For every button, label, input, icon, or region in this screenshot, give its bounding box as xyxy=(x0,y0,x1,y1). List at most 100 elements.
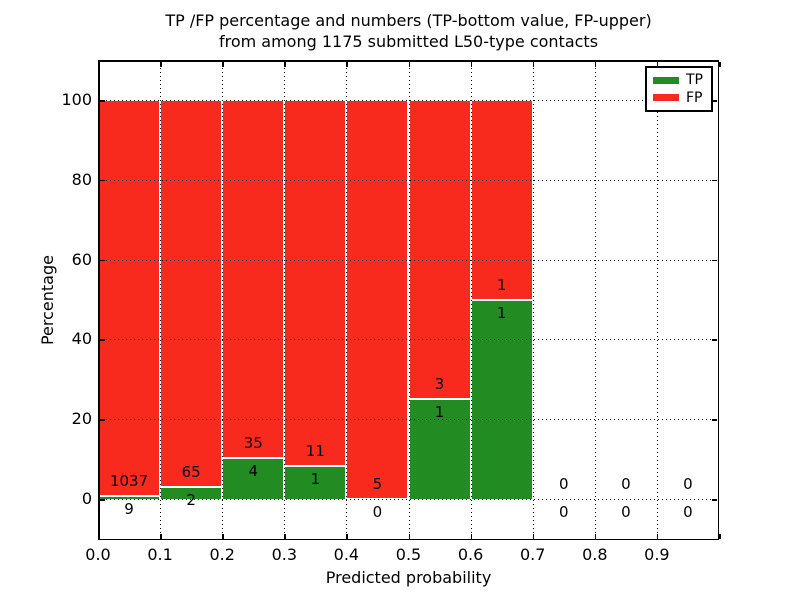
bar-segment-fp xyxy=(98,100,161,496)
y-tick-label: 0 xyxy=(81,489,92,508)
y-axis-label: Percentage xyxy=(38,255,57,346)
x-tick-label: 0.9 xyxy=(644,545,670,564)
right-spine xyxy=(717,60,719,540)
x-tick-label: 0.3 xyxy=(271,545,298,564)
x-tick-mark xyxy=(346,61,348,67)
fp-count-label: 5 xyxy=(372,475,383,493)
y-tick-label: 40 xyxy=(71,329,92,349)
x-tick-label: 0.5 xyxy=(395,545,422,564)
x-tick-label: 0.0 xyxy=(85,545,111,564)
x-tick-mark xyxy=(160,533,162,539)
tp-count-label: 1 xyxy=(434,403,445,422)
y-tick-mark xyxy=(99,419,105,421)
fp-count-label: 35 xyxy=(243,434,263,453)
horizontal-gridline xyxy=(98,499,719,500)
y-tick-mark xyxy=(711,339,717,341)
tp-count-label: 0 xyxy=(621,503,631,521)
x-tick-label: 0.2 xyxy=(209,545,235,564)
x-tick-mark xyxy=(408,533,410,539)
x-tick-label: 0.8 xyxy=(582,545,608,564)
tp-count-label: 4 xyxy=(248,462,259,481)
legend: TP FP xyxy=(645,66,713,112)
x-tick-mark xyxy=(160,61,162,67)
x-tick-mark xyxy=(594,533,597,539)
legend-entry-fp: FP xyxy=(653,91,705,105)
left-spine xyxy=(98,60,100,540)
vertical-gridline xyxy=(346,60,348,540)
x-tick-mark xyxy=(656,533,659,539)
tp-count-label: 1 xyxy=(310,469,321,488)
y-tick-mark xyxy=(99,499,105,501)
horizontal-gridline xyxy=(98,179,719,181)
bar-segment-tp xyxy=(408,399,471,499)
fp-legend-label: FP xyxy=(686,89,703,106)
plot-area: 1037 9 65 2 35 4 11 1 5 0 3 1 1 1 0 0 0 0 0 0 xyxy=(98,60,721,540)
x-tick-mark xyxy=(346,533,348,539)
bar-segment-tp xyxy=(222,458,285,499)
bar-segment-tp xyxy=(470,299,533,499)
y-tick-mark xyxy=(99,179,105,182)
tp-count-label: 0 xyxy=(558,503,569,521)
y-tick-label: 80 xyxy=(71,169,92,189)
x-tick-mark xyxy=(284,533,286,539)
bar-segment-fp xyxy=(160,100,223,488)
legend-entry-tp: TP xyxy=(653,73,705,87)
x-tick-label: 0.6 xyxy=(457,545,484,564)
y-tick-mark xyxy=(711,419,717,421)
x-tick-label: 0.1 xyxy=(147,545,173,564)
x-axis-label: Predicted probability xyxy=(325,568,492,587)
fp-count-label: 1 xyxy=(496,275,507,294)
tp-count-label: 9 xyxy=(124,499,134,518)
top-spine xyxy=(98,60,719,62)
bar-segment-fp xyxy=(222,100,285,459)
x-tick-label: 0.4 xyxy=(333,545,360,564)
x-tick-mark xyxy=(594,61,597,67)
horizontal-gridline xyxy=(98,419,719,421)
chart-subtitle: from among 1175 submitted L50-type conta… xyxy=(218,32,599,51)
x-tick-mark xyxy=(656,61,659,67)
y-tick-label: 60 xyxy=(71,249,92,269)
y-tick-mark xyxy=(711,100,717,102)
y-tick-mark xyxy=(711,259,717,262)
tp-count-label: 1 xyxy=(496,303,507,322)
bottom-spine xyxy=(98,538,719,540)
y-tick-mark xyxy=(99,259,105,262)
y-tick-mark xyxy=(711,179,717,182)
vertical-gridline xyxy=(284,60,286,540)
fp-count-label: 65 xyxy=(181,463,201,482)
bar-segment-fp xyxy=(346,100,409,499)
fp-count-label: 0 xyxy=(683,475,693,493)
bar-segment-tp xyxy=(284,465,347,499)
y-tick-mark xyxy=(711,499,717,501)
vertical-gridline xyxy=(470,60,472,540)
x-tick-mark xyxy=(470,61,473,67)
chart-title-block: TP /FP percentage and numbers (TP-bottom… xyxy=(98,10,719,52)
y-tick-mark xyxy=(99,339,105,341)
fp-legend-swatch xyxy=(653,94,679,102)
fp-count-label: 0 xyxy=(558,475,569,493)
y-tick-mark xyxy=(99,100,105,102)
vertical-gridline xyxy=(594,60,596,540)
horizontal-gridline xyxy=(98,100,719,101)
bar-segment-fp xyxy=(408,100,471,400)
tp-legend-swatch xyxy=(653,76,679,84)
fp-count-label: 1037 xyxy=(109,471,149,490)
chart-title: TP /FP percentage and numbers (TP-bottom… xyxy=(165,11,652,30)
x-tick-label: 0.7 xyxy=(519,545,546,564)
fp-count-label: 3 xyxy=(434,375,445,394)
fp-count-label: 0 xyxy=(621,475,631,493)
y-tick-label: 100 xyxy=(61,90,92,109)
x-tick-mark xyxy=(719,533,721,539)
x-tick-mark xyxy=(284,61,286,67)
x-tick-mark xyxy=(222,61,224,67)
horizontal-gridline xyxy=(98,339,719,341)
x-tick-mark xyxy=(532,61,535,67)
bar-segment-fp xyxy=(284,100,347,466)
tp-legend-label: TP xyxy=(686,72,703,89)
vertical-gridline xyxy=(656,60,658,540)
fp-count-label: 11 xyxy=(305,441,325,460)
y-tick-label: 20 xyxy=(71,409,92,429)
vertical-gridline xyxy=(222,60,224,540)
x-tick-mark xyxy=(532,533,535,539)
